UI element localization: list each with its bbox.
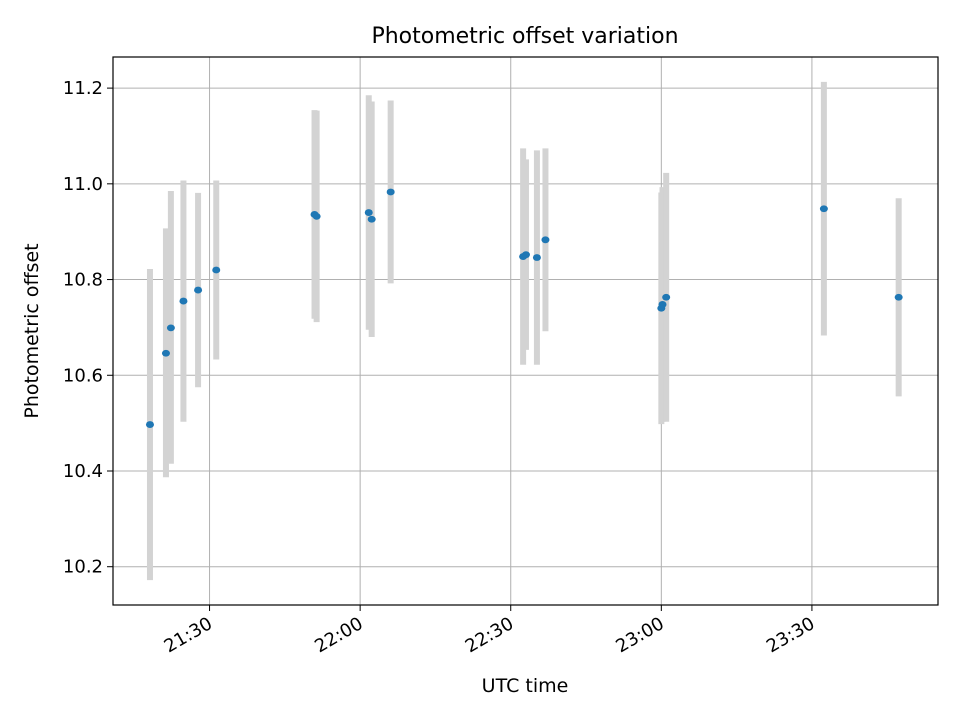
data-point xyxy=(386,188,395,196)
data-point xyxy=(166,324,175,332)
y-tick-label: 11.2 xyxy=(63,78,103,99)
data-point xyxy=(364,209,373,216)
data-point xyxy=(194,286,203,294)
data-point xyxy=(521,251,530,259)
chart-title: Photometric offset variation xyxy=(371,24,678,49)
data-point xyxy=(161,349,170,357)
data-point xyxy=(541,236,550,244)
data-point xyxy=(367,215,376,223)
data-point xyxy=(179,297,188,305)
data-point xyxy=(658,301,667,308)
data-point xyxy=(819,205,828,213)
y-tick-label: 11.0 xyxy=(63,174,103,195)
data-point xyxy=(312,212,321,220)
data-point xyxy=(894,293,903,301)
x-axis-label: UTC time xyxy=(482,675,569,697)
y-tick-label: 10.4 xyxy=(63,461,103,482)
y-axis-label: Photometric offset xyxy=(21,243,43,418)
plot-frame xyxy=(112,56,939,606)
grid xyxy=(113,57,938,605)
y-tick-label: 10.8 xyxy=(63,270,103,291)
y-tick-label: 10.2 xyxy=(63,557,103,578)
data-points xyxy=(145,188,903,428)
data-point xyxy=(532,254,541,261)
data-point xyxy=(662,293,671,301)
data-point xyxy=(212,266,221,274)
data-point xyxy=(145,421,154,428)
y-tick-label: 10.6 xyxy=(63,365,103,386)
